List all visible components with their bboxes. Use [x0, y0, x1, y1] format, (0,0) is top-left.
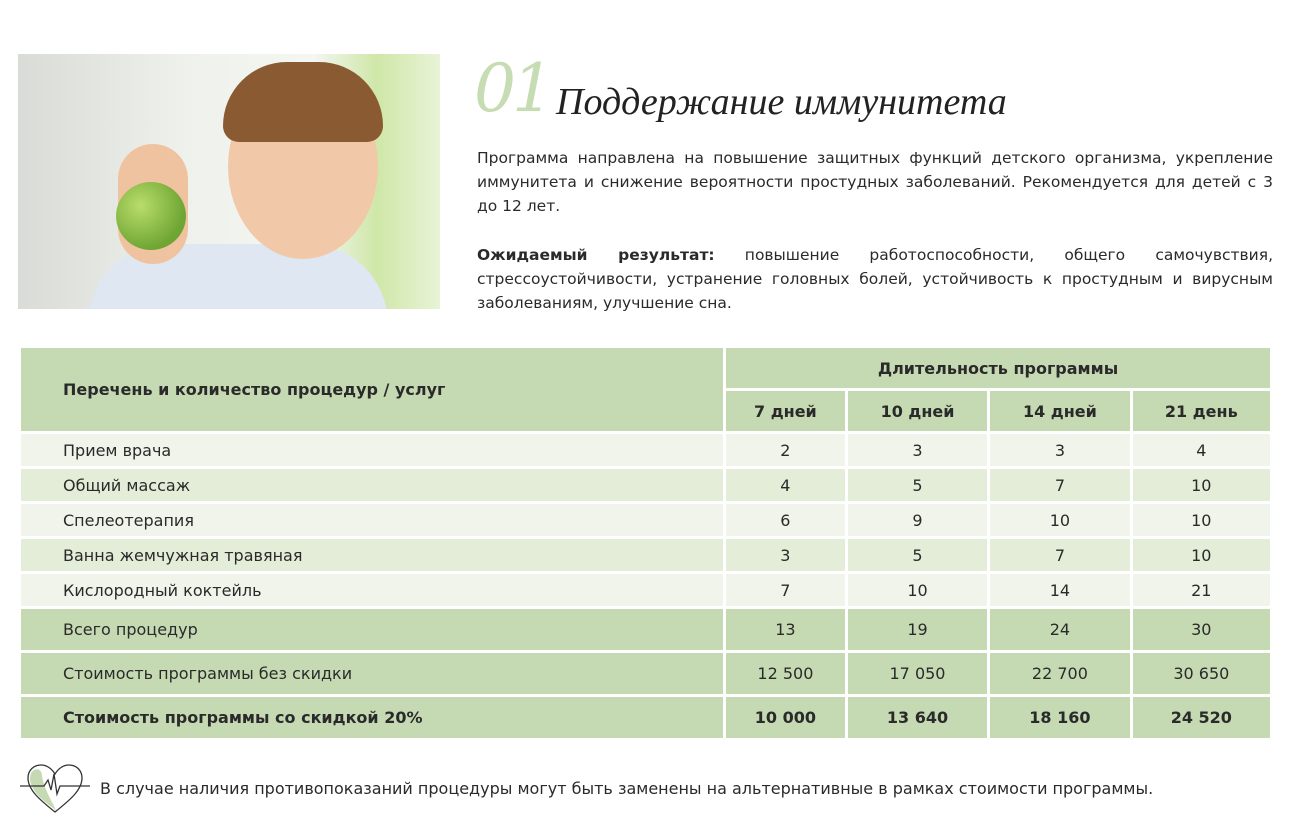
procedure-value: 24 520	[1129, 694, 1274, 741]
expected-result-text: повышение работоспособности, общего само…	[477, 246, 1273, 312]
table-row: Стоимость программы со скидкой 20% 10 000…	[18, 694, 1274, 741]
procedure-value: 10	[1129, 466, 1274, 504]
duration-header: 14 дней	[987, 388, 1133, 434]
procedure-name: Стоимость программы без скидки	[18, 650, 726, 697]
table-row: Общий массаж 4 5 7 10	[18, 466, 1274, 504]
procedure-value: 3	[987, 431, 1133, 469]
procedure-name: Всего процедур	[18, 606, 726, 653]
duration-group-header: Длительность программы	[723, 345, 1273, 391]
procedure-value: 2	[723, 431, 848, 469]
procedure-value: 10	[1129, 501, 1274, 539]
procedure-value: 30	[1129, 606, 1274, 653]
duration-header: 7 дней	[723, 388, 848, 434]
procedures-table: Перечень и количество процедур / услуг Д…	[18, 345, 1274, 741]
procedure-value: 10 000	[723, 694, 848, 741]
procedure-value: 4	[723, 466, 848, 504]
procedure-name: Кислородный коктейль	[18, 571, 726, 609]
procedures-column-header: Перечень и количество процедур / услуг	[18, 345, 726, 434]
child-with-apple-photo	[18, 54, 440, 309]
procedure-value: 18 160	[987, 694, 1133, 741]
table-row: Прием врача 2 3 3 4	[18, 431, 1274, 469]
procedure-name: Общий массаж	[18, 466, 726, 504]
expected-result-label: Ожидаемый результат:	[477, 246, 715, 264]
procedure-value: 13 640	[844, 694, 991, 741]
procedure-name: Ванна жемчужная травяная	[18, 536, 726, 574]
procedure-name: Спелеотерапия	[18, 501, 726, 539]
procedure-value: 7	[723, 571, 848, 609]
duration-header: 10 дней	[844, 388, 991, 434]
procedure-value: 19	[844, 606, 991, 653]
program-description: Программа направлена на повышение защитн…	[477, 149, 1273, 215]
footer-note-text: В случае наличия противопоказаний процед…	[100, 778, 1154, 798]
footer-note: В случае наличия противопоказаний процед…	[20, 760, 1153, 816]
procedure-value: 10	[1129, 536, 1274, 574]
procedure-value: 9	[844, 501, 991, 539]
procedure-value: 6	[723, 501, 848, 539]
procedure-value: 4	[1129, 431, 1274, 469]
table-row: Кислородный коктейль 7 10 14 21	[18, 571, 1274, 609]
procedure-value: 30 650	[1129, 650, 1274, 697]
procedure-value: 14	[987, 571, 1133, 609]
procedure-value: 21	[1129, 571, 1274, 609]
procedure-value: 24	[987, 606, 1133, 653]
procedure-value: 17 050	[844, 650, 991, 697]
procedure-value: 7	[987, 536, 1133, 574]
procedure-value: 10	[987, 501, 1133, 539]
procedure-value: 5	[844, 466, 991, 504]
procedure-name: Прием врача	[18, 431, 726, 469]
section-number: 01	[474, 50, 554, 127]
duration-header: 21 день	[1129, 388, 1274, 434]
table-row: Стоимость программы без скидки 12 500 17 0…	[18, 650, 1274, 697]
table-row: Ванна жемчужная травяная 3 5 7 10	[18, 536, 1274, 574]
procedure-value: 22 700	[987, 650, 1133, 697]
procedure-value: 5	[844, 536, 991, 574]
table-row: Всего процедур 13 19 24 30	[18, 606, 1274, 653]
table-row: Спелеотерапия 6 9 10 10	[18, 501, 1274, 539]
procedure-value: 13	[723, 606, 848, 653]
procedure-value: 10	[844, 571, 991, 609]
heart-pulse-icon	[20, 764, 90, 813]
expected-result: Ожидаемый результат: повышение работоспо…	[477, 243, 1273, 315]
procedure-name: Стоимость программы со скидкой 20%	[18, 694, 726, 741]
procedure-value: 3	[844, 431, 991, 469]
procedure-value: 3	[723, 536, 848, 574]
page-title: Поддержание иммунитета	[556, 81, 1007, 123]
procedure-value: 7	[987, 466, 1133, 504]
procedure-value: 12 500	[723, 650, 848, 697]
